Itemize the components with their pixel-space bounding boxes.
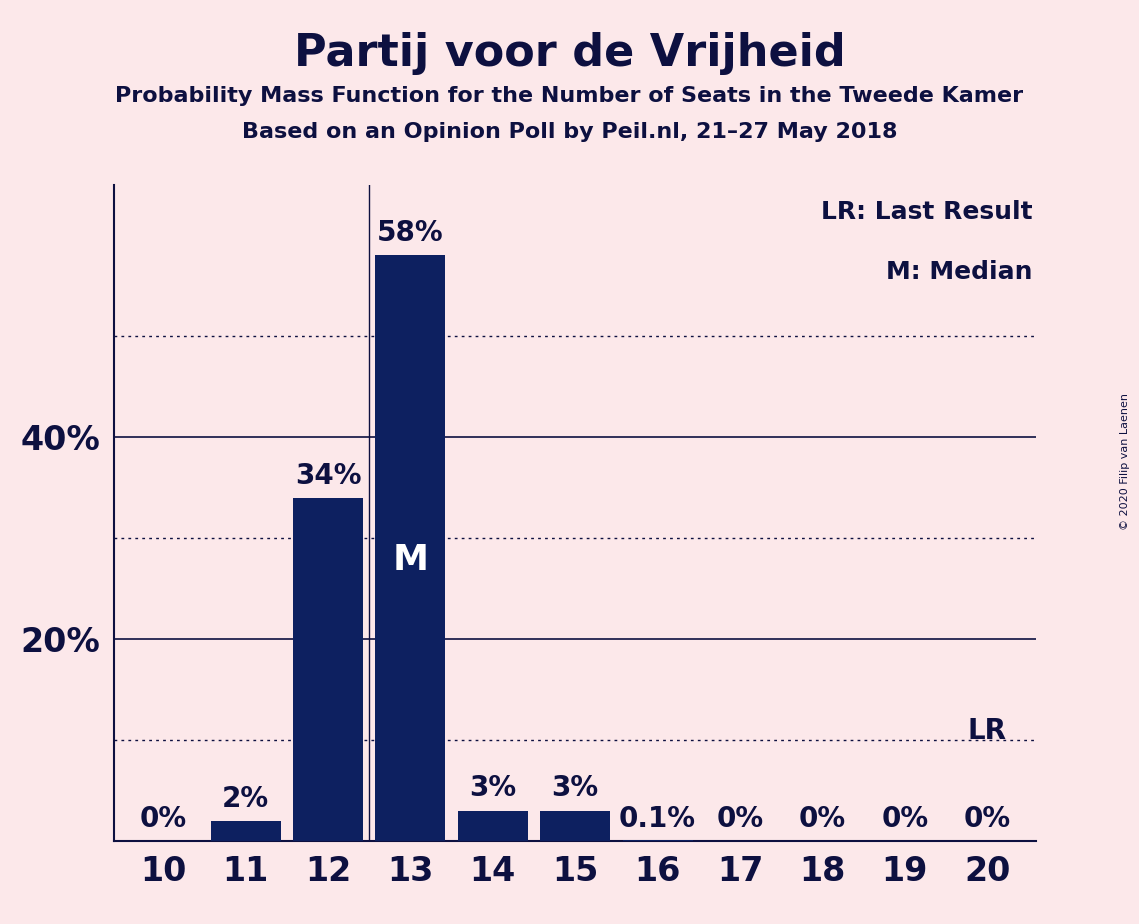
Text: 0%: 0% — [882, 805, 928, 833]
Text: 0%: 0% — [716, 805, 763, 833]
Text: M: Median: M: Median — [886, 261, 1032, 285]
Text: LR: Last Result: LR: Last Result — [821, 200, 1032, 224]
Bar — [293, 498, 363, 841]
Text: Based on an Opinion Poll by Peil.nl, 21–27 May 2018: Based on an Opinion Poll by Peil.nl, 21–… — [241, 122, 898, 142]
Text: © 2020 Filip van Laenen: © 2020 Filip van Laenen — [1120, 394, 1130, 530]
Text: 3%: 3% — [469, 774, 516, 802]
Text: 34%: 34% — [295, 462, 361, 490]
Text: 0%: 0% — [798, 805, 846, 833]
Text: 3%: 3% — [551, 774, 599, 802]
Text: LR: LR — [967, 717, 1007, 745]
Text: M: M — [393, 543, 428, 577]
Text: Probability Mass Function for the Number of Seats in the Tweede Kamer: Probability Mass Function for the Number… — [115, 86, 1024, 106]
Text: 0%: 0% — [140, 805, 187, 833]
Bar — [623, 840, 693, 841]
Text: Partij voor de Vrijheid: Partij voor de Vrijheid — [294, 32, 845, 76]
Text: 58%: 58% — [377, 219, 444, 248]
Text: 2%: 2% — [222, 784, 269, 812]
Text: 0.1%: 0.1% — [620, 805, 696, 833]
Bar — [458, 810, 527, 841]
Text: 0%: 0% — [964, 805, 1010, 833]
Bar — [540, 810, 611, 841]
Bar — [211, 821, 280, 841]
Bar — [376, 255, 445, 841]
